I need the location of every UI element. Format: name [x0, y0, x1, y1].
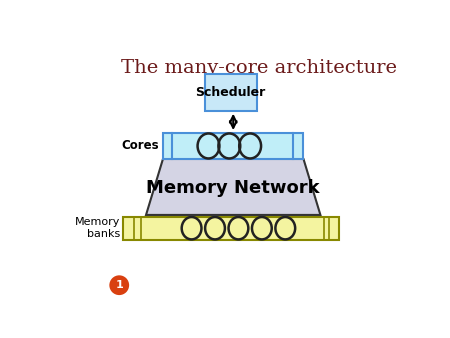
- Text: The many-core architecture: The many-core architecture: [122, 59, 397, 77]
- Text: Cores: Cores: [122, 140, 159, 152]
- Circle shape: [109, 275, 129, 295]
- Bar: [163, 133, 303, 159]
- Text: Scheduler: Scheduler: [195, 86, 266, 99]
- Text: Memory
banks: Memory banks: [75, 217, 120, 239]
- Polygon shape: [146, 159, 320, 215]
- Text: Memory Network: Memory Network: [146, 178, 320, 197]
- Bar: [122, 217, 339, 240]
- Text: 1: 1: [115, 280, 123, 290]
- Bar: [205, 74, 256, 111]
